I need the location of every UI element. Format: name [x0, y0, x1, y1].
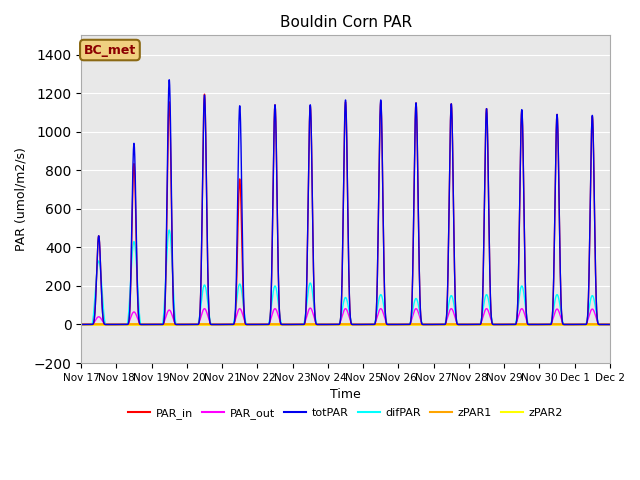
Line: totPAR: totPAR: [81, 80, 640, 324]
zPAR2: [546, 322, 554, 327]
PAR_out: [307, 305, 314, 311]
PAR_out: [415, 310, 422, 316]
zPAR2: [560, 322, 568, 327]
Line: PAR_out: PAR_out: [81, 308, 640, 324]
PAR_out: [385, 322, 392, 327]
zPAR1: [194, 321, 202, 327]
totPAR: [385, 322, 392, 327]
totPAR: [415, 215, 422, 220]
difPAR: [385, 322, 392, 327]
totPAR: [77, 322, 85, 327]
Line: difPAR: difPAR: [81, 230, 640, 324]
totPAR: [165, 77, 173, 83]
totPAR: [195, 322, 202, 327]
PAR_out: [77, 322, 85, 327]
totPAR: [546, 322, 554, 327]
difPAR: [415, 302, 422, 308]
zPAR2: [194, 322, 202, 327]
difPAR: [561, 322, 568, 327]
zPAR2: [518, 322, 525, 327]
zPAR1: [77, 321, 85, 327]
difPAR: [77, 322, 85, 327]
zPAR1: [384, 321, 392, 327]
PAR_in: [385, 322, 392, 327]
zPAR1: [546, 321, 554, 327]
X-axis label: Time: Time: [330, 388, 361, 401]
PAR_out: [546, 322, 554, 327]
zPAR1: [560, 321, 568, 327]
zPAR2: [415, 322, 422, 327]
PAR_in: [546, 322, 554, 327]
PAR_in: [200, 91, 208, 97]
zPAR2: [384, 322, 392, 327]
difPAR: [546, 322, 554, 327]
difPAR: [518, 283, 526, 289]
PAR_in: [194, 322, 202, 327]
zPAR1: [415, 321, 422, 327]
difPAR: [195, 321, 202, 326]
PAR_in: [561, 322, 568, 327]
PAR_in: [518, 108, 526, 114]
PAR_out: [194, 321, 202, 327]
totPAR: [518, 108, 526, 113]
totPAR: [561, 322, 568, 327]
PAR_out: [518, 306, 526, 312]
Text: BC_met: BC_met: [84, 44, 136, 57]
PAR_out: [561, 322, 568, 327]
PAR_in: [415, 215, 422, 220]
PAR_in: [77, 322, 85, 327]
Legend: PAR_in, PAR_out, totPAR, difPAR, zPAR1, zPAR2: PAR_in, PAR_out, totPAR, difPAR, zPAR1, …: [124, 403, 568, 423]
zPAR1: [518, 321, 525, 327]
difPAR: [165, 227, 173, 233]
Y-axis label: PAR (umol/m2/s): PAR (umol/m2/s): [15, 147, 28, 251]
Line: PAR_in: PAR_in: [81, 94, 640, 324]
zPAR2: [77, 322, 85, 327]
Title: Bouldin Corn PAR: Bouldin Corn PAR: [280, 15, 412, 30]
